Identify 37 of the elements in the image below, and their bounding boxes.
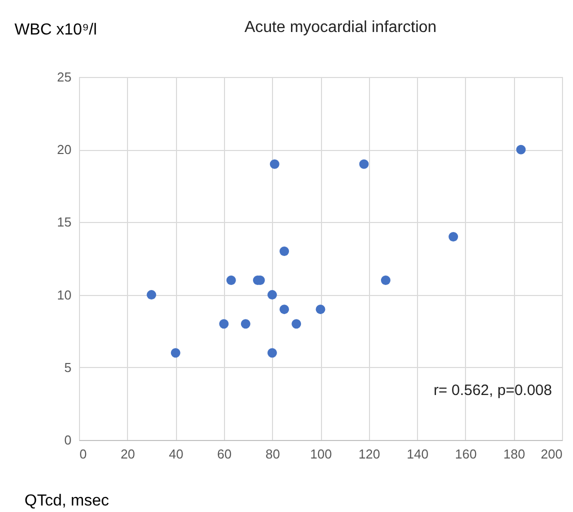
point (316, 304, 326, 314)
point (280, 304, 290, 314)
x-tick-label: 140 (406, 446, 428, 462)
point (292, 319, 302, 329)
point (380, 276, 390, 286)
point (270, 159, 280, 169)
point (170, 348, 180, 358)
point (240, 319, 250, 329)
point (219, 319, 229, 329)
y-tick-label: 5 (64, 360, 72, 375)
point (359, 159, 369, 169)
x-tick-label: 120 (358, 446, 380, 462)
annotation: r= 0.562, p=0.008 (434, 382, 552, 399)
y-tick-label: 20 (57, 142, 72, 158)
x-tick-label: 100 (310, 446, 332, 462)
point (280, 246, 290, 256)
x-axis-title: QTcd, msec (24, 492, 109, 510)
point (226, 276, 236, 286)
y-tick-label: 25 (57, 70, 72, 84)
x-tick-label: 200 (540, 446, 562, 462)
x-tick-label: 60 (217, 446, 232, 462)
point (267, 348, 277, 358)
point (267, 290, 277, 300)
y-tick-label: 10 (57, 287, 72, 302)
point (448, 232, 458, 242)
point (516, 144, 526, 154)
y-tick-label: 15 (57, 214, 72, 230)
x-tick-label: 0 (80, 446, 87, 462)
chart-title: Acute myocardial infarction (244, 19, 437, 36)
x-tick-label: 20 (120, 446, 136, 462)
y-axis-title: WBC x10⁹/l (14, 22, 97, 38)
x-tick-label: 40 (168, 446, 184, 462)
x-tick-label: 160 (455, 446, 477, 462)
y-tick-label: 0 (64, 432, 72, 448)
x-tick-label: 180 (503, 446, 526, 462)
x-tick-label: 80 (265, 446, 280, 462)
point (146, 290, 156, 300)
